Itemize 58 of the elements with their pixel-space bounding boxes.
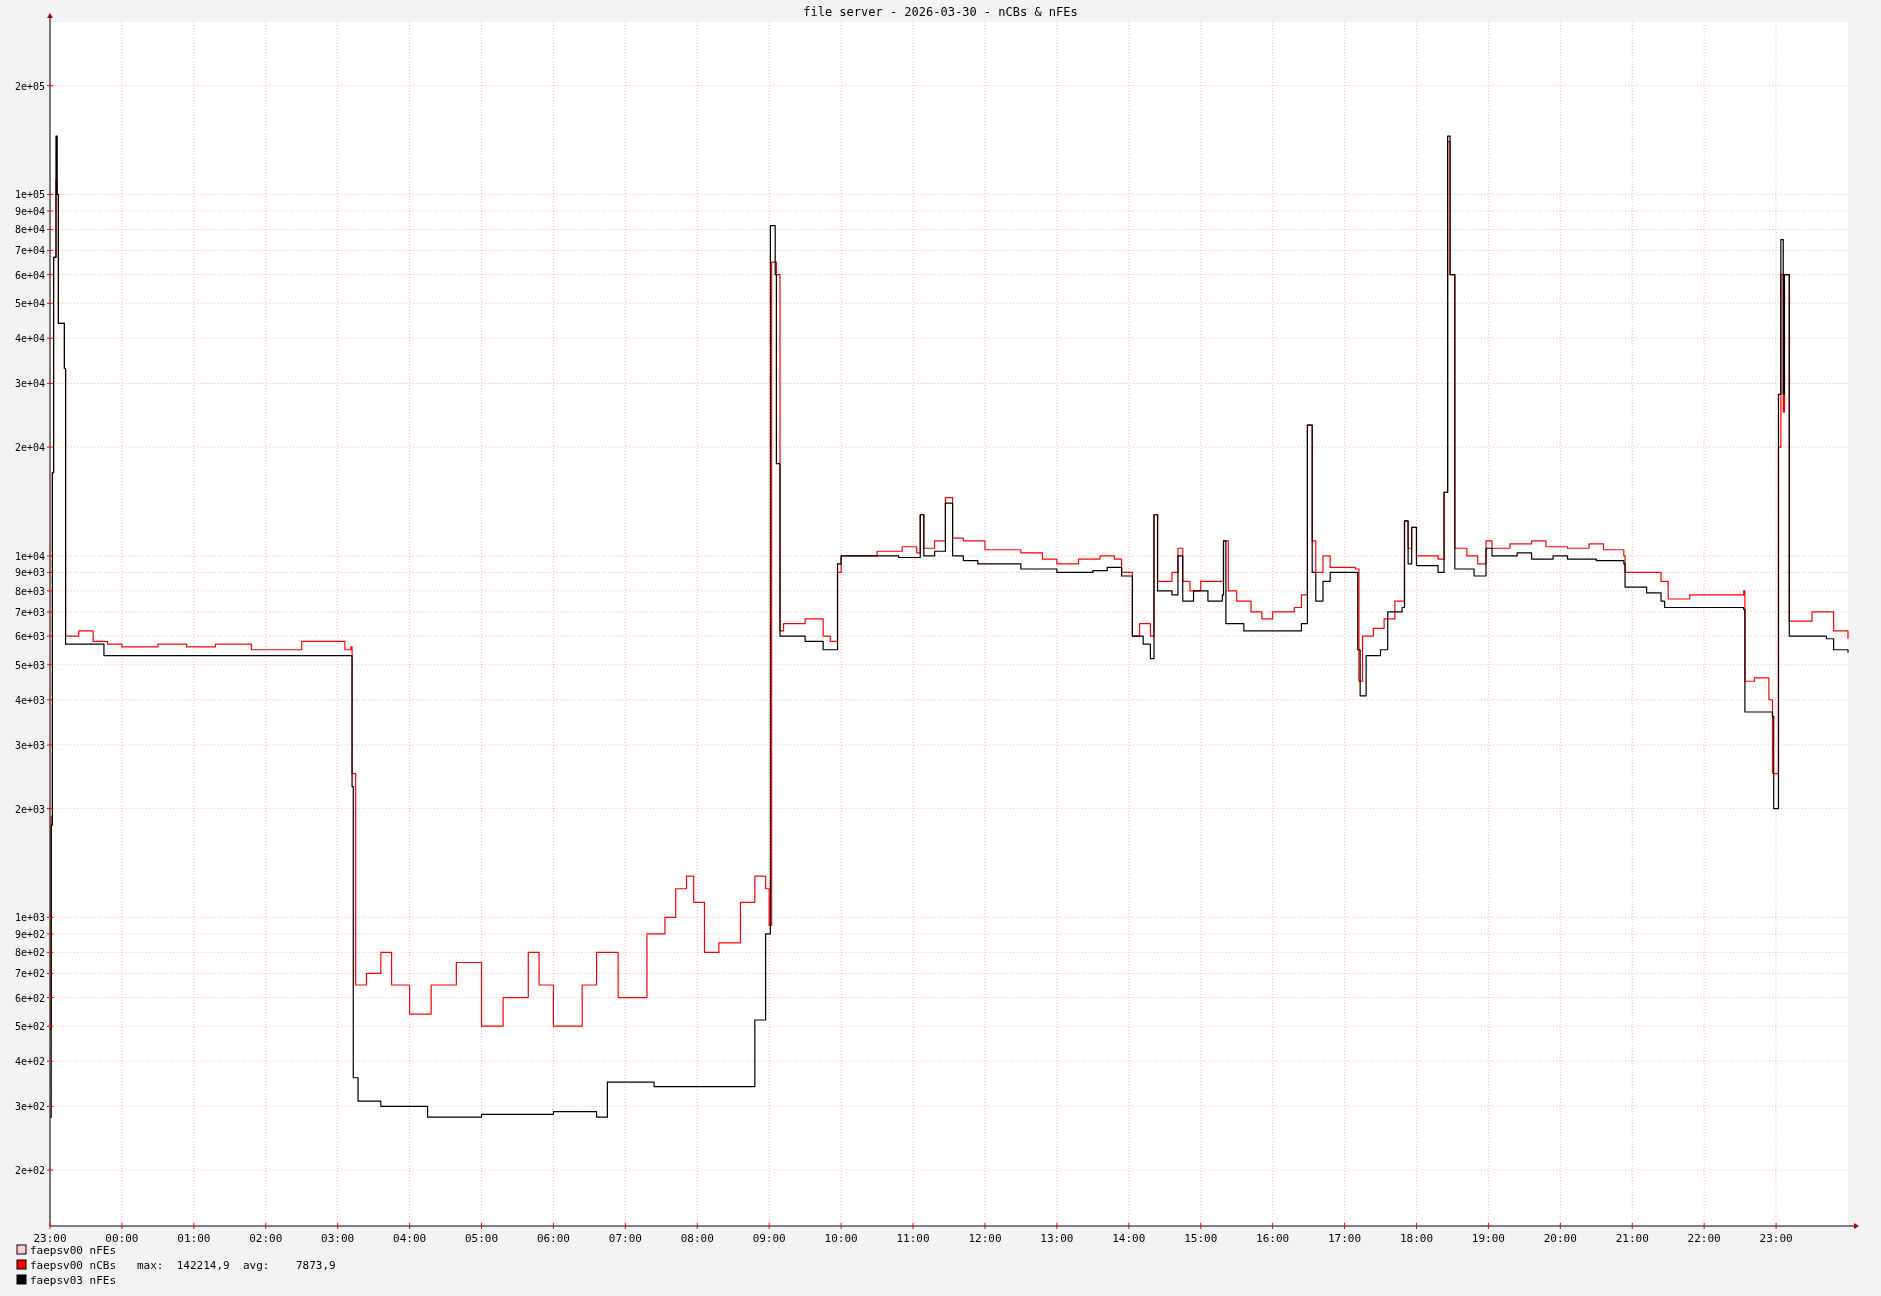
x-tick-label: 05:00 [464, 1232, 499, 1245]
y-tick-label: 8e+03 [14, 585, 45, 597]
y-tick-label: 9e+02 [14, 928, 45, 940]
y-tick-label: 2e+05 [14, 80, 45, 92]
x-tick-label: 09:00 [752, 1232, 786, 1245]
y-tick-label: 8e+02 [14, 947, 45, 959]
x-tick-label: 19:00 [1471, 1232, 1505, 1245]
y-tick-label: 2e+02 [14, 1165, 45, 1177]
y-tick-label: 1e+04 [14, 550, 45, 562]
y-tick-label: 6e+02 [14, 992, 45, 1004]
x-tick-label: 12:00 [968, 1232, 1002, 1245]
y-tick-label: 5e+03 [14, 659, 45, 671]
x-tick-label: 10:00 [824, 1232, 858, 1245]
legend-label: faepsv00 nCBs [30, 1259, 117, 1272]
x-tick-label: 00:00 [105, 1232, 139, 1245]
y-tick-label: 6e+04 [14, 269, 45, 281]
y-tick-label: 1e+05 [14, 189, 45, 201]
y-tick-label: 6e+03 [14, 631, 45, 643]
y-tick-label: 7e+03 [14, 606, 45, 618]
x-tick-label: 23:00 [1759, 1232, 1793, 1245]
y-tick-label: 4e+03 [14, 694, 45, 706]
x-tick-label: 06:00 [536, 1232, 570, 1245]
x-tick-label: 03:00 [321, 1232, 355, 1245]
x-tick-label: 20:00 [1543, 1232, 1577, 1245]
x-tick-label: 04:00 [393, 1232, 427, 1245]
x-tick-label: 08:00 [680, 1232, 714, 1245]
x-tick-label: 13:00 [1040, 1232, 1074, 1245]
x-tick-label: 15:00 [1184, 1232, 1218, 1245]
x-tick-label: 02:00 [249, 1232, 283, 1245]
y-tick-label: 2e+03 [14, 803, 45, 815]
x-tick-label: 14:00 [1112, 1232, 1146, 1245]
y-tick-label: 7e+04 [14, 245, 45, 257]
y-tick-label: 1e+03 [14, 912, 45, 924]
y-tick-label: 2e+04 [14, 442, 45, 454]
y-tick-label: 3e+02 [14, 1101, 45, 1113]
y-tick-label: 4e+02 [14, 1056, 45, 1068]
y-tick-label: 5e+02 [14, 1021, 45, 1033]
x-tick-label: 11:00 [896, 1232, 930, 1245]
y-tick-label: 9e+04 [14, 206, 45, 217]
x-tick-label: 07:00 [608, 1232, 642, 1245]
x-tick-label: 22:00 [1687, 1232, 1721, 1245]
legend-label: faepsv03 nFEs [30, 1274, 117, 1287]
y-tick-label: 5e+04 [14, 298, 45, 310]
y-tick-label: 8e+04 [14, 224, 45, 236]
y-tick-label: 3e+04 [14, 378, 45, 390]
y-tick-label: 3e+03 [14, 739, 45, 751]
chart-title: file server - 2026-03-30 - nCBs & nFEs [803, 5, 1078, 19]
x-tick-label: 17:00 [1328, 1232, 1362, 1245]
x-tick-label: 21:00 [1615, 1232, 1649, 1245]
y-tick-label: 9e+03 [14, 567, 45, 579]
x-tick-label: 23:00 [33, 1232, 67, 1245]
y-tick-label: 4e+04 [14, 333, 45, 345]
y-tick-label: 7e+02 [14, 968, 45, 980]
x-tick-label: 01:00 [177, 1232, 211, 1245]
x-tick-label: 18:00 [1399, 1232, 1434, 1245]
legend-label: faepsv00 nFEs [30, 1244, 117, 1257]
x-tick-label: 16:00 [1256, 1232, 1290, 1245]
text: max: 142214,9 avg: 7873,9 [137, 1259, 336, 1272]
